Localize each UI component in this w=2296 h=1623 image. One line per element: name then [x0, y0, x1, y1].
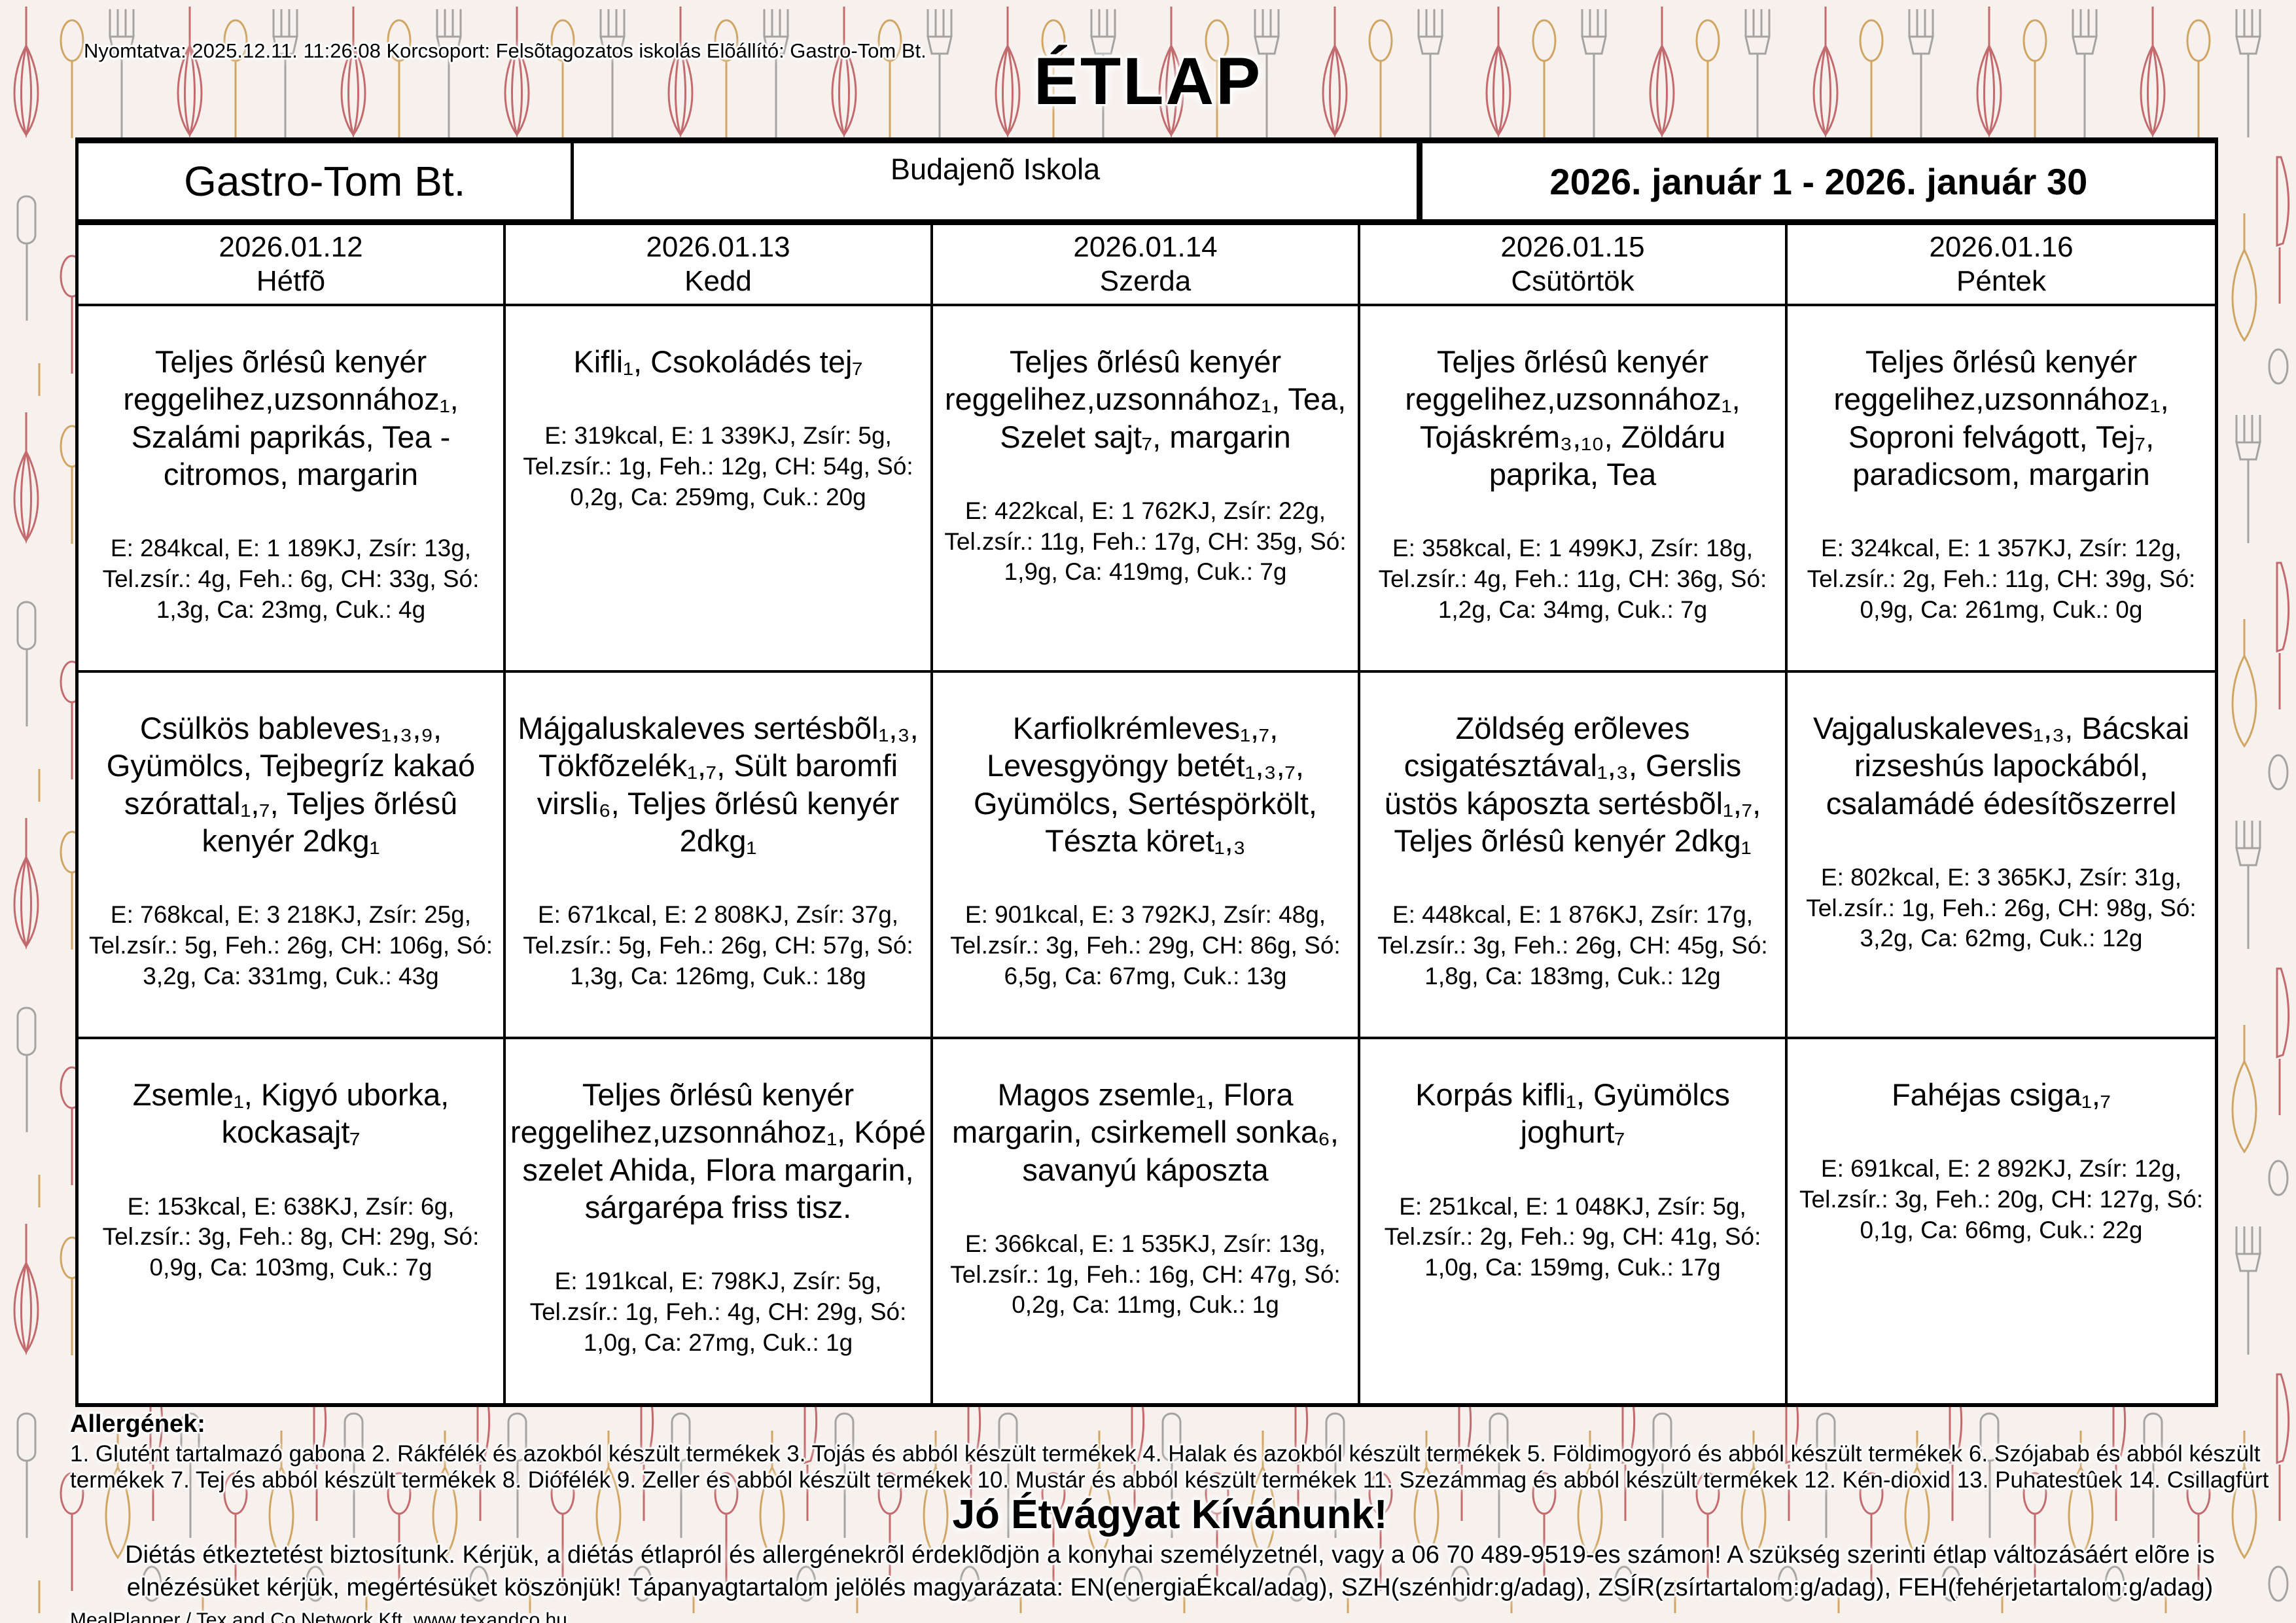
day-header-row: 2026.01.12 Hétfõ 2026.01.13 Kedd 2026.01…	[79, 225, 2215, 306]
allergen-heading: Allergének:	[70, 1410, 205, 1438]
meal-nutrition: E: 691kcal, E: 2 892KJ, Zsír: 12g, Tel.z…	[1799, 1155, 2203, 1243]
meal-cell: Korpás kifli₁, Gyümölcs joghurt₇ E: 251k…	[1360, 1039, 1788, 1403]
meal-nutrition: E: 448kcal, E: 1 876KJ, Zsír: 17g, Tel.z…	[1377, 901, 1768, 990]
meal-cell: Zöldség erõleves csigatésztával₁,₃, Gers…	[1360, 673, 1788, 1037]
day-date: 2026.01.12	[219, 230, 363, 263]
meal-nutrition: E: 324kcal, E: 1 357KJ, Zsír: 12g, Tel.z…	[1807, 535, 2196, 623]
day-header-thursday: 2026.01.15 Csütörtök	[1360, 225, 1788, 304]
bon-appetit-text: Jó Étvágyat Kívánunk!	[952, 1492, 1388, 1538]
meal-cell: Fahéjas csiga₁,₇ E: 691kcal, E: 2 892KJ,…	[1788, 1039, 2215, 1403]
meal-nutrition: E: 319kcal, E: 1 339KJ, Zsír: 5g, Tel.zs…	[523, 422, 913, 510]
meal-title: Karfiolkrémleves₁,₇, Levesgyöngy betét₁,…	[973, 711, 1317, 858]
allergen-list: 1. Glutént tartalmazó gabona 2. Rákfélék…	[70, 1440, 2269, 1493]
meal-cell: Teljes õrlésû kenyér reggelihez,uzsonnáh…	[506, 1039, 933, 1403]
meal-cell: Karfiolkrémleves₁,₇, Levesgyöngy betét₁,…	[933, 673, 1360, 1037]
meal-nutrition: E: 901kcal, E: 3 792KJ, Zsír: 48g, Tel.z…	[950, 901, 1341, 990]
meal-title: Zöldség erõleves csigatésztával₁,₃, Gers…	[1384, 711, 1761, 858]
day-header-monday: 2026.01.12 Hétfõ	[79, 225, 506, 304]
date-range-cell: 2026. január 1 - 2026. január 30	[1549, 160, 2088, 202]
diet-note: Diétás étkeztetést biztosítunk. Kérjük, …	[125, 1541, 2215, 1601]
meal-nutrition: E: 802kcal, E: 3 365KJ, Zsír: 31g, Tel.z…	[1806, 863, 2197, 952]
meal-title: Csülkös bableves₁,₃,₉, Gyümölcs, Tejbegr…	[106, 711, 476, 858]
meal-title: Teljes õrlésû kenyér reggelihez,uzsonnáh…	[1405, 344, 1740, 491]
day-name: Szerda	[1099, 265, 1192, 298]
meal-title: Teljes õrlésû kenyér reggelihez,uzsonnáh…	[1833, 344, 2169, 491]
meal-title: Teljes õrlésû kenyér reggelihez,uzsonnáh…	[510, 1077, 927, 1224]
meal-nutrition: E: 251kcal, E: 1 048KJ, Zsír: 5g, Tel.zs…	[1384, 1192, 1761, 1281]
provider-cell: Gastro-Tom Bt.	[79, 143, 574, 219]
meal-grid: Teljes õrlésû kenyér reggelihez,uzsonnáh…	[79, 306, 2215, 1403]
meal-cell: Teljes õrlésû kenyér reggelihez,uzsonnáh…	[1788, 306, 2215, 670]
meal-nutrition: E: 191kcal, E: 798KJ, Zsír: 5g, Tel.zsír…	[529, 1268, 907, 1356]
meal-cell: Vajgaluskaleves₁,₃, Bácskai rizseshús la…	[1788, 673, 2215, 1037]
meal-title: Teljes õrlésû kenyér reggelihez,uzsonnáh…	[123, 344, 459, 491]
lunch-row: Csülkös bableves₁,₃,₉, Gyümölcs, Tejbegr…	[79, 673, 2215, 1039]
snack-row: Zsemle₁, Kigyó uborka, kockasajt₇ E: 153…	[79, 1039, 2215, 1403]
day-name: Kedd	[684, 265, 752, 298]
footer-section: Allergének: 1. Glutént tartalmazó gabona…	[70, 1410, 2270, 1623]
menu-table: Gastro-Tom Bt. Budajenõ Iskola 2026. jan…	[75, 137, 2218, 1407]
day-header-wednesday: 2026.01.14 Szerda	[933, 225, 1360, 304]
meal-nutrition: E: 671kcal, E: 2 808KJ, Zsír: 37g, Tel.z…	[523, 901, 913, 990]
footer-credit: MealPlanner / Tex and Co Network Kft. ww…	[70, 1609, 567, 1623]
day-name: Péntek	[1956, 265, 2046, 298]
meal-title: Vajgaluskaleves₁,₃, Bácskai rizseshús la…	[1813, 711, 2189, 821]
day-date: 2026.01.13	[646, 230, 790, 263]
meal-nutrition: E: 284kcal, E: 1 189KJ, Zsír: 13g, Tel.z…	[102, 535, 480, 623]
meal-title: Teljes õrlésû kenyér reggelihez,uzsonnáh…	[944, 344, 1347, 454]
meal-title: Fahéjas csiga₁,₇	[1891, 1077, 2111, 1112]
meal-cell: Kifli₁, Csokoládés tej₇ E: 319kcal, E: 1…	[506, 306, 933, 670]
day-name: Hétfõ	[256, 265, 326, 298]
meal-nutrition: E: 366kcal, E: 1 535KJ, Zsír: 13g, Tel.z…	[950, 1230, 1341, 1319]
meal-nutrition: E: 358kcal, E: 1 499KJ, Zsír: 18g, Tel.z…	[1378, 535, 1767, 623]
meal-cell: Magos zsemle₁, Flora margarin, csirkemel…	[933, 1039, 1360, 1403]
day-date: 2026.01.16	[1929, 230, 2074, 263]
meal-cell: Májgaluskaleves sertésbõl₁,₃, Tökfõzelék…	[506, 673, 933, 1037]
meal-nutrition: E: 768kcal, E: 3 218KJ, Zsír: 25g, Tel.z…	[89, 901, 493, 990]
meal-title: Májgaluskaleves sertésbõl₁,₃, Tökfõzelék…	[518, 711, 919, 858]
table-header-band: Gastro-Tom Bt. Budajenõ Iskola 2026. jan…	[79, 143, 2215, 225]
meal-cell: Teljes õrlésû kenyér reggelihez,uzsonnáh…	[933, 306, 1360, 670]
meal-cell: Teljes õrlésû kenyér reggelihez,uzsonnáh…	[79, 306, 506, 670]
day-header-tuesday: 2026.01.13 Kedd	[506, 225, 933, 304]
breakfast-row: Teljes õrlésû kenyér reggelihez,uzsonnáh…	[79, 306, 2215, 673]
meal-nutrition: E: 422kcal, E: 1 762KJ, Zsír: 22g, Tel.z…	[944, 497, 1347, 586]
day-name: Csütörtök	[1511, 265, 1634, 298]
print-info: Nyomtatva: 2025.12.11. 11:26:08 Korcsopo…	[84, 39, 927, 62]
day-header-friday: 2026.01.16 Péntek	[1788, 225, 2215, 304]
day-date: 2026.01.14	[1073, 230, 1218, 263]
meal-cell: Zsemle₁, Kigyó uborka, kockasajt₇ E: 153…	[79, 1039, 506, 1403]
school-cell: Budajenõ Iskola	[574, 143, 1422, 219]
meal-title: Magos zsemle₁, Flora margarin, csirkemel…	[952, 1077, 1339, 1187]
meal-nutrition: E: 153kcal, E: 638KJ, Zsír: 6g, Tel.zsír…	[102, 1192, 480, 1281]
meal-title: Kifli₁, Csokoládés tej₇	[573, 344, 863, 379]
meal-cell: Teljes õrlésû kenyér reggelihez,uzsonnáh…	[1360, 306, 1788, 670]
meal-title: Zsemle₁, Kigyó uborka, kockasajt₇	[132, 1077, 450, 1150]
page-title: ÉTLAP	[1033, 44, 1263, 118]
day-date: 2026.01.15	[1500, 230, 1645, 263]
meal-title: Korpás kifli₁, Gyümölcs joghurt₇	[1415, 1077, 1730, 1150]
meal-cell: Csülkös bableves₁,₃,₉, Gyümölcs, Tejbegr…	[79, 673, 506, 1037]
